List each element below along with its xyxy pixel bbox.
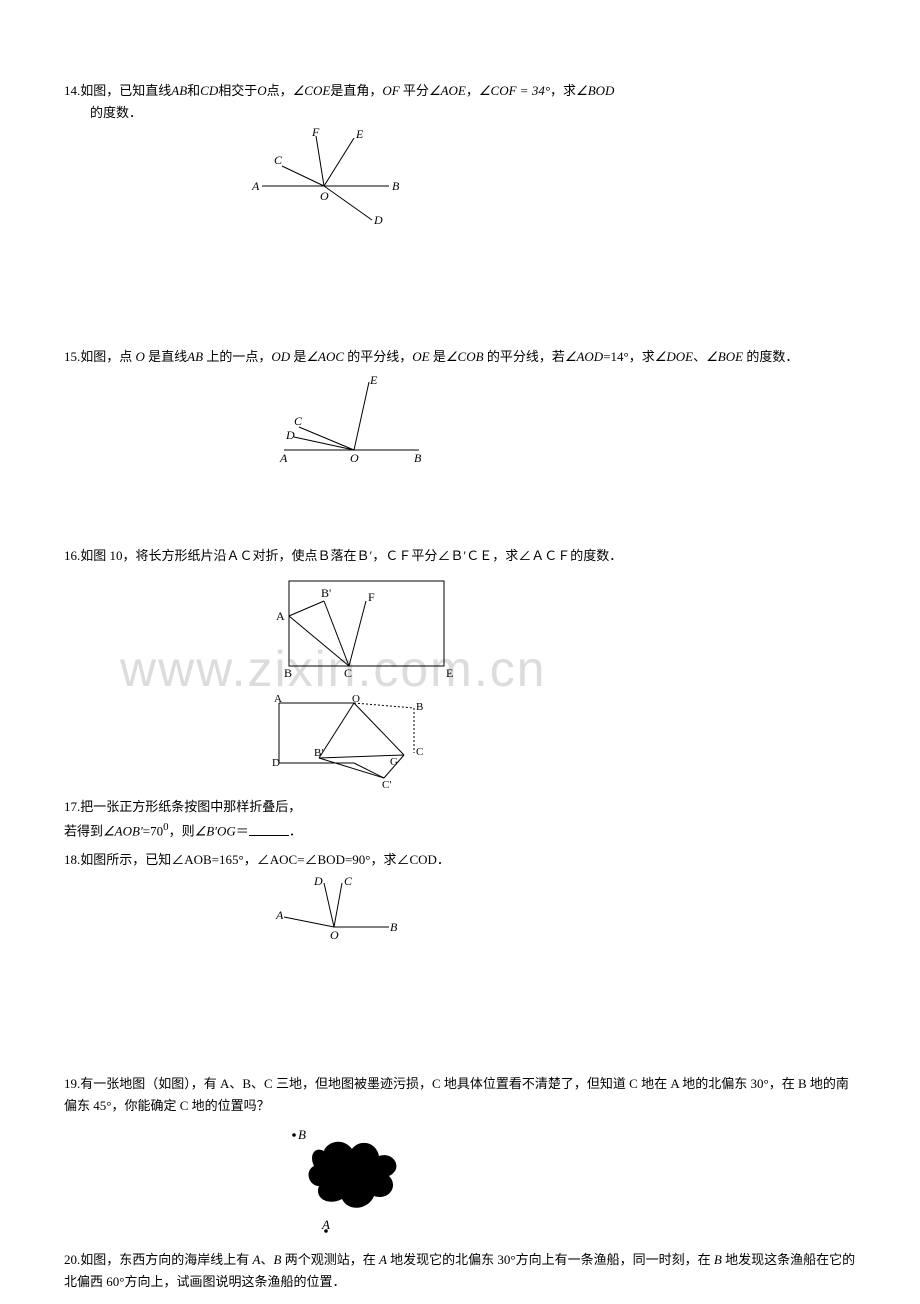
lbl-B: B bbox=[414, 451, 422, 465]
lbl-F: F bbox=[311, 128, 320, 139]
q17-figure: A B B' C C' D G O bbox=[264, 693, 434, 788]
q18-text: 18.如图所示，已知∠AOB=165°，∠AOC=∠BOD=90°，求∠COD． bbox=[64, 849, 856, 871]
q20-text: 20.如图，东西方向的海岸线上有 A、B 两个观测站，在 A 地发现它的北偏东 … bbox=[64, 1249, 856, 1293]
lbl-O: O bbox=[350, 451, 359, 465]
page-content: 14.如图，已知直线AB和CD相交于O点，∠COE是直角，OF 平分∠AOE，∠… bbox=[64, 80, 856, 1293]
q18-figure: A B C D O bbox=[264, 875, 404, 945]
lbl-D: D bbox=[313, 875, 323, 888]
blank-input bbox=[249, 823, 289, 836]
q20-num: 20. bbox=[64, 1252, 80, 1267]
q14-figure: A B C F E D O bbox=[244, 128, 424, 228]
lbl-E: E bbox=[446, 666, 453, 680]
problem-19: 19.有一张地图（如图），有 A、B、C 三地，但地图被墨迹污损，C 地具体位置… bbox=[64, 1073, 856, 1241]
lbl-B: B bbox=[284, 666, 292, 680]
lbl-A: A bbox=[276, 609, 285, 623]
problem-15: 15.如图，点 O 是直线AB 上的一点，OD 是∠AOC 的平分线，OE 是∠… bbox=[64, 346, 856, 467]
lbl-B: B bbox=[298, 1127, 306, 1142]
lbl-D: D bbox=[373, 213, 383, 227]
problem-20: 20.如图，东西方向的海岸线上有 A、B 两个观测站，在 A 地发现它的北偏东 … bbox=[64, 1249, 856, 1293]
q19-figure: B A bbox=[264, 1121, 444, 1241]
lbl-E: E bbox=[355, 128, 364, 141]
q16-figure: A B B' C E F bbox=[264, 571, 464, 681]
q18-num: 18. bbox=[64, 852, 80, 867]
lbl-E: E bbox=[369, 373, 378, 387]
lbl-D: D bbox=[285, 428, 295, 442]
q14-num: 14. bbox=[64, 83, 80, 98]
lbl-A: A bbox=[251, 179, 260, 193]
lbl-O: O bbox=[330, 928, 339, 942]
lbl-G: G bbox=[390, 756, 398, 768]
lbl-O: O bbox=[320, 189, 329, 203]
q16-text: 16.如图 10，将长方形纸片沿ＡＣ对折，使点Ｂ落在Ｂ′，ＣＦ平分∠Ｂ′ＣＥ，求… bbox=[64, 545, 856, 567]
q14-text: 14.如图，已知直线AB和CD相交于O点，∠COE是直角，OF 平分∠AOE，∠… bbox=[64, 80, 856, 102]
lbl-B: B bbox=[392, 179, 400, 193]
lbl-A: A bbox=[275, 908, 284, 922]
problem-14: 14.如图，已知直线AB和CD相交于O点，∠COE是直角，OF 平分∠AOE，∠… bbox=[64, 80, 856, 228]
q15-text: 15.如图，点 O 是直线AB 上的一点，OD 是∠AOC 的平分线，OE 是∠… bbox=[64, 346, 856, 368]
q15-figure: A B C D E O bbox=[264, 372, 434, 467]
problem-18: 18.如图所示，已知∠AOB=165°，∠AOC=∠BOD=90°，求∠COD．… bbox=[64, 849, 856, 945]
q14-text2: 的度数． bbox=[64, 102, 856, 124]
lbl-A: A bbox=[274, 693, 282, 705]
lbl-F: F bbox=[368, 590, 375, 604]
lbl-B: B bbox=[416, 701, 423, 713]
q15-num: 15. bbox=[64, 349, 80, 364]
lbl-C: C bbox=[344, 875, 353, 888]
q19-num: 19. bbox=[64, 1076, 80, 1091]
q17-text2: 若得到∠AOB′=700，则∠B′OG＝． bbox=[64, 818, 856, 842]
q17-text: 17.把一张正方形纸条按图中那样折叠后， bbox=[64, 796, 856, 818]
lbl-Bp: B' bbox=[314, 747, 323, 759]
lbl-D: D bbox=[272, 757, 280, 769]
lbl-C: C bbox=[294, 414, 303, 428]
lbl-O: O bbox=[352, 693, 360, 705]
lbl-A: A bbox=[279, 451, 288, 465]
lbl-C: C bbox=[416, 746, 423, 758]
q17-num: 17. bbox=[64, 799, 80, 814]
lbl-B: B bbox=[390, 920, 398, 934]
q19-text: 19.有一张地图（如图），有 A、B、C 三地，但地图被墨迹污损，C 地具体位置… bbox=[64, 1073, 856, 1117]
problem-16: 16.如图 10，将长方形纸片沿ＡＣ对折，使点Ｂ落在Ｂ′，ＣＦ平分∠Ｂ′ＣＥ，求… bbox=[64, 545, 856, 681]
lbl-Bp: B' bbox=[321, 586, 331, 600]
lbl-Cp: C' bbox=[382, 779, 391, 788]
lbl-C: C bbox=[274, 153, 283, 167]
problem-17: A B B' C C' D G O 17.把一张正方形纸条按图中那样折叠后， 若… bbox=[64, 689, 856, 843]
lbl-C: C bbox=[344, 666, 352, 680]
lbl-A: A bbox=[321, 1217, 330, 1232]
q16-num: 16. bbox=[64, 548, 80, 563]
